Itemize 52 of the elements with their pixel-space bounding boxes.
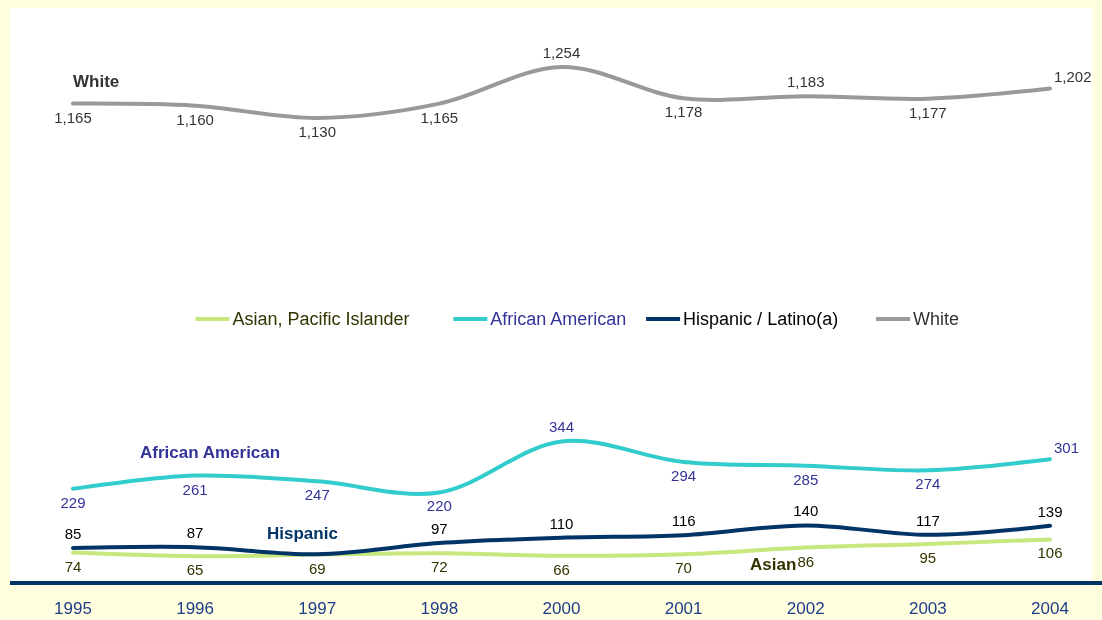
data-label: 69 <box>308 559 326 577</box>
data-label: 229 <box>60 493 86 511</box>
x-tick-label: 2002 <box>786 599 825 618</box>
annotation: White <box>73 72 120 91</box>
data-label: 1,160 <box>176 110 214 128</box>
data-label: 1,183 <box>786 73 825 91</box>
data-label: 1,130 <box>298 123 337 141</box>
data-label: 1,165 <box>420 108 459 126</box>
data-label: 106 <box>1037 544 1063 562</box>
data-label: 116 <box>671 512 696 530</box>
data-label: 1,178 <box>664 103 703 121</box>
data-label: 66 <box>553 560 570 578</box>
x-tick-label: 2004 <box>1031 599 1069 618</box>
legend-label: Hispanic / Latino(a) <box>683 309 839 329</box>
legend-label: African American <box>490 309 627 329</box>
data-label: 220 <box>426 497 452 515</box>
data-label: 65 <box>186 561 204 579</box>
legend-label: White <box>913 309 960 329</box>
x-tick-label: 1997 <box>298 599 337 618</box>
x-tick-label: 1995 <box>54 599 92 618</box>
x-tick-label: 2001 <box>664 599 703 618</box>
x-tick-label: 1998 <box>420 599 459 618</box>
data-label: 95 <box>919 548 937 566</box>
x-tick-label: 2000 <box>542 599 581 618</box>
data-label: 86 <box>797 552 815 570</box>
legend-label: Asian, Pacific Islander <box>232 309 410 329</box>
x-tick-label: 2003 <box>908 599 947 618</box>
annotation: Asian <box>750 555 797 574</box>
data-label: 261 <box>182 480 208 498</box>
data-label: 1,202 <box>1054 68 1092 86</box>
data-label: 87 <box>186 524 204 542</box>
data-label: 117 <box>915 511 940 529</box>
data-label: 274 <box>915 475 941 493</box>
data-label: 70 <box>675 559 692 577</box>
data-label: 139 <box>1037 502 1063 520</box>
data-label: 247 <box>304 486 330 504</box>
data-label: 294 <box>671 467 697 485</box>
data-label: 110 <box>549 514 574 532</box>
data-label: 301 <box>1054 439 1080 457</box>
annotation: Hispanic <box>267 524 338 543</box>
x-tick-label: 1996 <box>176 599 215 618</box>
data-label: 97 <box>431 520 448 538</box>
data-label: 72 <box>431 558 448 576</box>
annotation: African American <box>140 443 281 462</box>
data-label: 1,165 <box>54 108 92 126</box>
data-label: 85 <box>64 525 82 543</box>
data-label: 74 <box>64 557 82 575</box>
data-label: 140 <box>793 502 819 520</box>
data-label: 1,254 <box>542 44 581 61</box>
data-label: 344 <box>548 418 575 436</box>
data-label: 285 <box>793 470 819 488</box>
data-label: 1,177 <box>909 103 947 121</box>
